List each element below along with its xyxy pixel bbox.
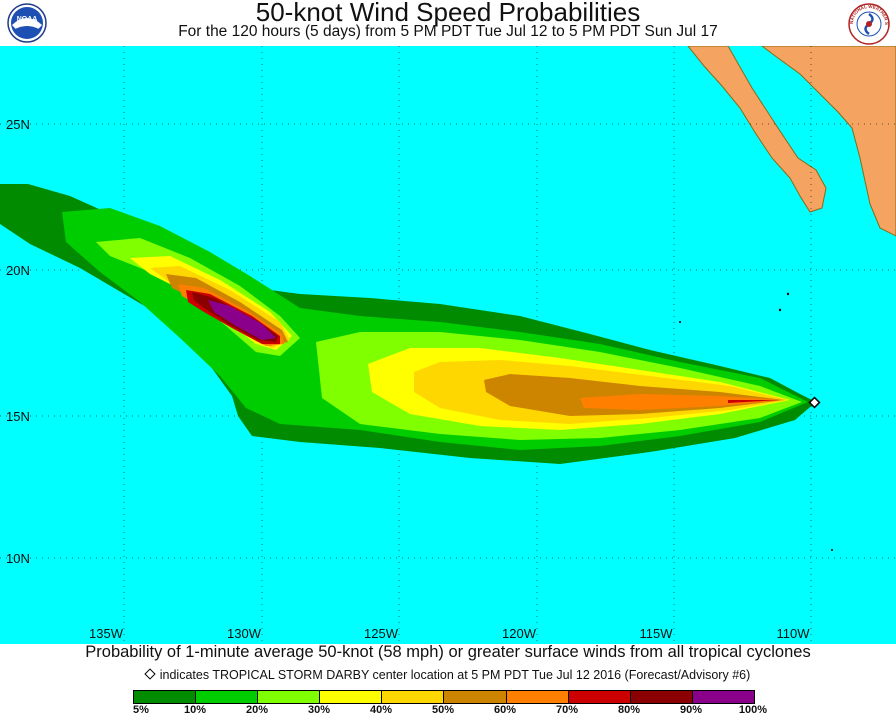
nws-logo-icon: NATIONAL WEATHER SERVICE (848, 3, 890, 45)
map-grid (0, 46, 896, 644)
legend-label: 60% (493, 704, 517, 716)
legend-label: 40% (369, 704, 393, 716)
legend-label: 10% (183, 704, 207, 716)
legend-swatch (382, 691, 445, 703)
legend-swatch (134, 691, 197, 703)
legend-label: 50% (431, 704, 455, 716)
contour-60-70 (178, 284, 782, 410)
longitude-labels: 135W 130W 125W 120W 115W 110W (89, 626, 810, 641)
lon-label-115w: 115W (640, 626, 674, 641)
legend-labels: 5% 10% 20% 30% 40% 50% 60% 70% 80% 90% 100% (0, 704, 896, 716)
page-title: 50-knot Wind Speed Probabilities (255, 0, 641, 27)
lon-label-135w: 135W (89, 626, 124, 641)
contour-90-100 (208, 300, 276, 340)
lat-label-20n: 20N (6, 263, 30, 278)
legend-label: 90% (679, 704, 703, 716)
legend-label: 70% (555, 704, 579, 716)
legend-label: 20% (245, 704, 269, 716)
noaa-logo-icon: NOAA (7, 3, 47, 43)
lon-label-120w: 120W (502, 626, 537, 641)
latitude-labels: 25N 20N 15N 10N (6, 117, 30, 566)
header: NOAA 50-knot Wind Speed Probabilities Fo… (0, 0, 896, 46)
lat-label-10n: 10N (6, 551, 30, 566)
land-baja-peninsula (687, 46, 827, 213)
storm-center-diamond-marker (808, 396, 821, 409)
noaa-logo-text: NOAA (17, 16, 38, 23)
legend-swatch (320, 691, 383, 703)
probability-legend (133, 690, 755, 704)
lon-label-125w: 125W (364, 626, 399, 641)
legend-label: 80% (617, 704, 641, 716)
map-caption: Probability of 1-minute average 50-knot … (85, 643, 811, 661)
diamond-marker-icon (144, 668, 156, 680)
legend-swatch (506, 691, 569, 703)
legend-swatch (692, 691, 754, 703)
storm-note: indicates TROPICAL STORM DARBY center lo… (0, 668, 896, 682)
lon-label-110w: 110W (777, 626, 811, 641)
probability-map: 25N 20N 15N 10N 135W 130W 125W 120W 115W… (0, 46, 896, 644)
lon-label-130w: 130W (227, 626, 262, 641)
legend-swatch (196, 691, 259, 703)
lat-label-25n: 25N (6, 117, 30, 132)
storm-note-text: indicates TROPICAL STORM DARBY center lo… (159, 668, 751, 682)
legend-swatch (444, 691, 507, 703)
page-subtitle: For the 120 hours (5 days) from 5 PM PDT… (178, 23, 718, 40)
legend-label: 30% (307, 704, 331, 716)
legend-swatch (568, 691, 631, 703)
contour-40-50 (150, 266, 788, 424)
islands (679, 292, 833, 551)
legend-swatch (630, 691, 693, 703)
legend-swatch (258, 691, 321, 703)
lat-label-15n: 15N (6, 409, 30, 424)
legend-label: 100% (738, 704, 768, 716)
land-mainland (761, 46, 896, 237)
legend-label: 5% (133, 704, 149, 716)
